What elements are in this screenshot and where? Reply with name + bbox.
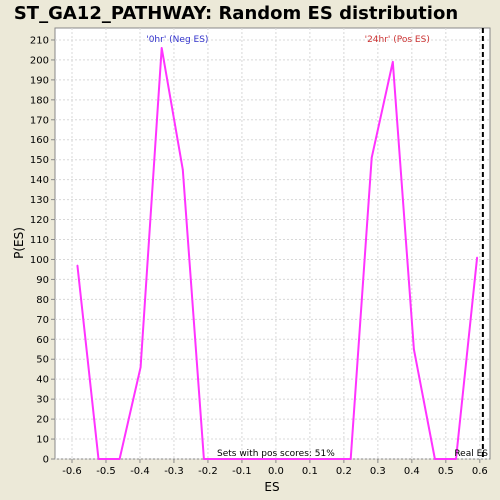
y-tick-label: 20 — [36, 415, 49, 426]
data-point — [392, 61, 394, 63]
data-point — [455, 458, 457, 460]
data-point — [370, 156, 373, 159]
data-point — [139, 366, 142, 369]
y-tick-label: 70 — [36, 315, 49, 326]
y-tick-label: 190 — [30, 75, 49, 86]
x-tick-label: -0.6 — [62, 466, 82, 477]
data-point — [97, 458, 100, 460]
neg-es-label: '0hr' (Neg ES) — [146, 35, 208, 45]
data-point — [224, 458, 226, 460]
y-tick-label: 140 — [30, 175, 49, 186]
y-tick-label: 60 — [36, 335, 49, 346]
y-tick-label: 10 — [36, 435, 49, 446]
y-tick-label: 180 — [30, 95, 49, 106]
y-tick-label: 160 — [30, 135, 49, 146]
y-tick-label: 200 — [30, 55, 49, 66]
annotation-layer: '0hr' (Neg ES) '24hr' (Pos ES) Sets with… — [146, 35, 488, 459]
x-tick-label: 0.4 — [404, 466, 420, 477]
data-point — [160, 47, 163, 49]
data-point — [76, 264, 79, 267]
x-tick-label: 0.5 — [438, 466, 454, 477]
y-tick-label: 210 — [30, 35, 49, 46]
grid-lines — [55, 28, 490, 460]
sets-pos-scores-text: Sets with pos scores: 51% — [217, 449, 335, 459]
data-point — [476, 256, 478, 259]
y-tick-label: 0 — [43, 455, 49, 466]
x-tick-label: -0.5 — [96, 466, 116, 477]
y-axis-ticks: 0 10 20 30 40 50 60 70 80 90 100 110 120 130 140 150 160… — [30, 35, 55, 466]
x-tick-label: 0.1 — [302, 466, 318, 477]
data-point — [413, 348, 415, 351]
x-tick-label: -0.3 — [164, 466, 184, 477]
y-tick-label: 50 — [36, 355, 49, 366]
x-tick-label: -0.2 — [198, 466, 218, 477]
data-point — [203, 458, 205, 460]
y-tick-label: 110 — [30, 235, 49, 246]
data-point — [181, 168, 184, 171]
y-axis-label: P(ES) — [12, 227, 26, 259]
pos-es-label: '24hr' (Pos ES) — [365, 35, 430, 45]
y-tick-label: 100 — [30, 255, 49, 266]
x-tick-label: -0.1 — [232, 466, 252, 477]
data-point — [349, 458, 352, 460]
y-tick-label: 120 — [30, 215, 49, 226]
y-tick-label: 150 — [30, 155, 49, 166]
x-tick-label: 0.2 — [336, 466, 352, 477]
y-tick-label: 30 — [36, 395, 49, 406]
data-point — [434, 458, 436, 460]
real-es-label: Real ES — [454, 449, 488, 459]
x-axis-label: ES — [264, 480, 279, 494]
y-tick-label: 90 — [36, 275, 49, 286]
x-tick-label: -0.4 — [130, 466, 150, 477]
x-axis-ticks: -0.6 -0.5 -0.4 -0.3 -0.2 -0.1 0.0 0.1 0.2 0.3 0.4 0… — [62, 459, 488, 477]
y-tick-label: 130 — [30, 195, 49, 206]
y-tick-label: 40 — [36, 375, 49, 386]
y-tick-label: 80 — [36, 295, 49, 306]
data-point — [118, 458, 121, 460]
x-tick-label: 0.6 — [472, 466, 488, 477]
y-tick-label: 170 — [30, 115, 49, 126]
chart-title: ST_GA12_PATHWAY: Random ES distribution — [14, 3, 458, 24]
plot-area — [54, 27, 491, 460]
x-tick-label: 0.0 — [268, 466, 284, 477]
series-layer — [76, 28, 484, 460]
x-tick-label: 0.3 — [370, 466, 386, 477]
